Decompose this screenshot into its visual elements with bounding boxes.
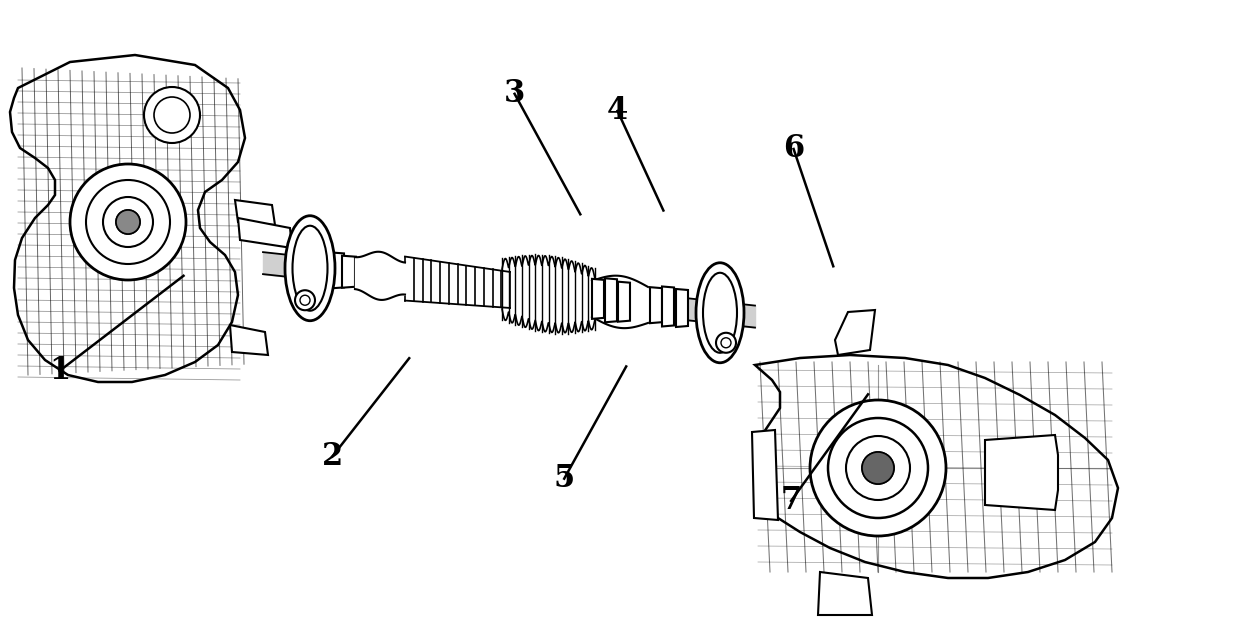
Text: 3: 3: [503, 79, 526, 109]
Text: 2: 2: [321, 441, 343, 472]
Polygon shape: [236, 200, 275, 225]
Polygon shape: [618, 281, 630, 321]
Polygon shape: [591, 279, 604, 319]
Circle shape: [86, 180, 170, 264]
Polygon shape: [330, 252, 343, 288]
Circle shape: [862, 452, 894, 484]
Circle shape: [154, 97, 190, 133]
Polygon shape: [676, 289, 688, 327]
Text: 5: 5: [553, 463, 575, 494]
Polygon shape: [662, 287, 675, 327]
Circle shape: [103, 197, 153, 247]
Circle shape: [144, 87, 200, 143]
Circle shape: [295, 290, 315, 310]
Polygon shape: [818, 572, 872, 615]
Polygon shape: [835, 310, 875, 355]
Polygon shape: [355, 258, 370, 288]
Text: 7: 7: [780, 486, 802, 516]
Circle shape: [862, 452, 894, 484]
Polygon shape: [10, 55, 246, 382]
Ellipse shape: [703, 273, 737, 353]
Circle shape: [715, 333, 737, 353]
Polygon shape: [650, 287, 662, 323]
Ellipse shape: [293, 226, 327, 311]
Polygon shape: [751, 430, 777, 520]
Circle shape: [69, 164, 186, 280]
Polygon shape: [754, 355, 1118, 578]
Polygon shape: [605, 278, 618, 322]
Polygon shape: [985, 435, 1058, 510]
Text: 4: 4: [606, 96, 629, 126]
Circle shape: [810, 400, 946, 536]
Text: 6: 6: [782, 134, 805, 164]
Ellipse shape: [696, 262, 744, 363]
Polygon shape: [342, 256, 356, 288]
Circle shape: [117, 210, 140, 234]
Circle shape: [846, 436, 910, 500]
Circle shape: [117, 210, 140, 234]
Ellipse shape: [285, 216, 335, 321]
Text: 1: 1: [48, 356, 71, 386]
Polygon shape: [229, 325, 268, 355]
Polygon shape: [238, 218, 291, 248]
Circle shape: [828, 418, 928, 518]
